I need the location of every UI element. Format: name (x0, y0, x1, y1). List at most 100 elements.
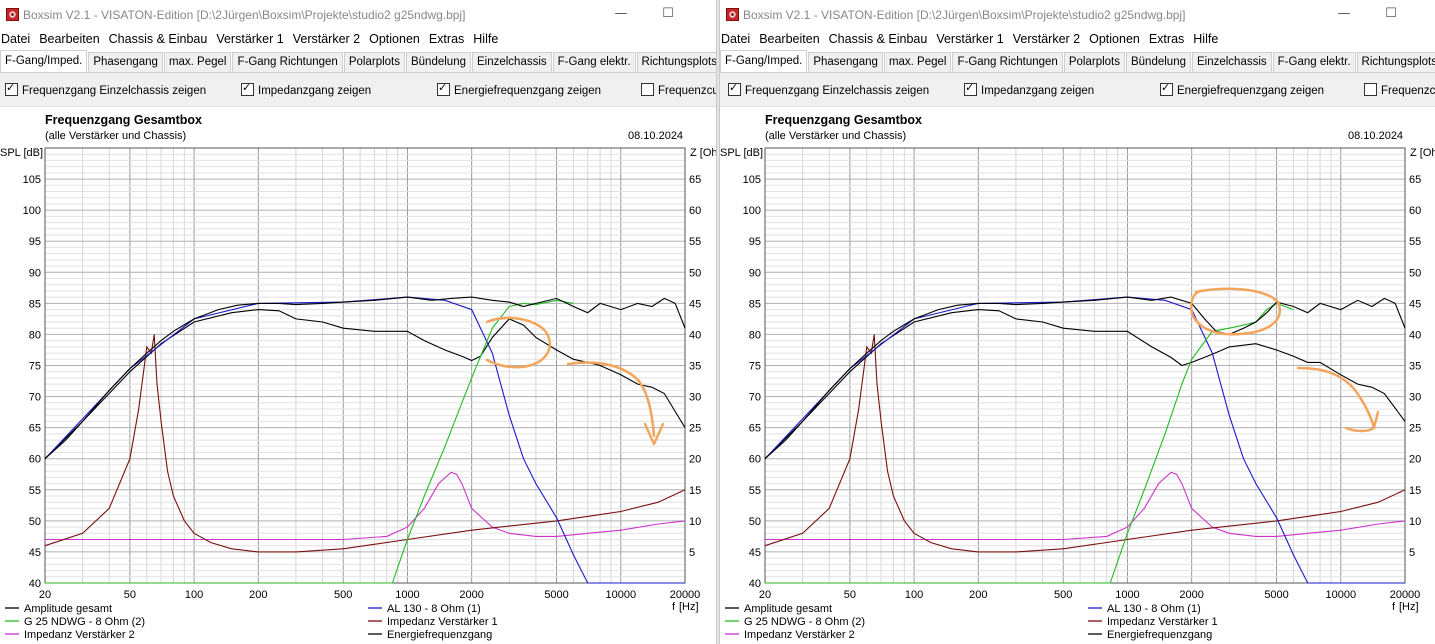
option-label: Frequenzcu (658, 85, 716, 97)
tab-richtungsplots[interactable]: Richtungsplots (1356, 52, 1435, 72)
menu-optionen[interactable]: Optionen (369, 32, 420, 46)
menu-bearbeiten[interactable]: Bearbeiten (39, 32, 100, 46)
x-tick-label: 500 (1054, 589, 1072, 601)
frequency-response-chart: Frequenzgang Gesamtbox (alle Verstärker u… (720, 113, 1435, 641)
y-tick-label: 80 (749, 329, 761, 341)
x-tick-label: 2000 (459, 589, 483, 601)
option-energie[interactable]: ✓ Energiefrequenzgang zeigen (1160, 82, 1324, 97)
menu-verstaerker-2[interactable]: Verstärker 2 (1012, 32, 1081, 46)
y2-tick-label: 60 (689, 205, 701, 217)
y-tick-label: 90 (29, 267, 41, 279)
y-tick-label: 85 (749, 298, 761, 310)
y2-tick-label: 50 (1409, 267, 1421, 279)
series-impedanz-verst-rker-1 (764, 334, 1406, 553)
y2-tick-label: 15 (689, 485, 701, 497)
menu-verstaerker-2[interactable]: Verstärker 2 (292, 32, 361, 46)
legend-label: Amplitude gesamt (744, 603, 832, 615)
menu-chassis-einbau[interactable]: Chassis & Einbau (828, 32, 928, 46)
y-tick-label: 55 (29, 485, 41, 497)
chart-subtitle: (alle Verstärker und Chassis) (765, 130, 906, 142)
y-tick-label: 45 (29, 547, 41, 559)
y2-tick-label: 45 (689, 298, 701, 310)
tab-phasengang[interactable]: Phasengang (88, 52, 163, 72)
tab-polarplots[interactable]: Polarplots (1063, 52, 1125, 72)
menu-bearbeiten[interactable]: Bearbeiten (759, 32, 820, 46)
checkbox-energie[interactable]: ✓ (1160, 82, 1173, 96)
x-tick-label: 200 (249, 589, 267, 601)
tab-fgang-imped[interactable]: F-Gang/Imped. (0, 50, 88, 72)
option-frequenzcu[interactable]: Frequenzcu (1364, 83, 1435, 97)
series-g-25-ndwg-8-ohm-2- (45, 299, 574, 584)
window-title: Boxsim V2.1 - VISATON-Edition [D:\2Jürge… (743, 8, 1186, 22)
annotation-arrow (1296, 366, 1380, 433)
checkbox-frequenzcu[interactable] (641, 83, 654, 96)
y-tick-label: 55 (749, 485, 761, 497)
option-einzelchassis[interactable]: ✓ Frequenzgang Einzelchassis zeigen (5, 82, 206, 97)
tab-bar: F-Gang/Imped. Phasengang max. Pegel F-Gang … (0, 50, 716, 73)
legend-label: Amplitude gesamt (24, 603, 112, 615)
tab-fgang-elektr[interactable]: F-Gang elektr. (1272, 52, 1356, 72)
tab-max-pegel[interactable]: max. Pegel (883, 52, 952, 72)
chart-subtitle: (alle Verstärker und Chassis) (45, 130, 186, 142)
minimize-button[interactable]: — (614, 6, 628, 21)
tab-richtungsplots[interactable]: Richtungsplots (636, 52, 716, 72)
menu-bar: Datei Bearbeiten Chassis & Einbau Verstärke… (0, 30, 716, 50)
menu-bar: Datei Bearbeiten Chassis & Einbau Verstärke… (720, 30, 1435, 50)
y2-tick-label: 50 (689, 267, 701, 279)
tab-polarplots[interactable]: Polarplots (343, 52, 405, 72)
maximize-button[interactable]: ☐ (1385, 6, 1397, 21)
option-impedanz[interactable]: ✓ Impedanzgang zeigen (964, 82, 1094, 97)
maximize-button[interactable]: ☐ (662, 6, 674, 21)
menu-optionen[interactable]: Optionen (1089, 32, 1140, 46)
y2-tick-label: 40 (1409, 329, 1421, 341)
checkbox-impedanz[interactable]: ✓ (964, 82, 977, 96)
series-amplitude-gesamt (44, 296, 686, 460)
tab-fgang-richtungen[interactable]: F-Gang Richtungen (232, 52, 343, 72)
option-frequenzcu[interactable]: Frequenzcu (641, 83, 716, 97)
tab-fgang-elektr[interactable]: F-Gang elektr. (552, 52, 636, 72)
frequency-response-chart: Frequenzgang Gesamtbox (alle Verstärker u… (0, 113, 716, 641)
tab-bar: F-Gang/Imped. Phasengang max. Pegel F-Gang … (720, 50, 1435, 73)
tab-fgang-richtungen[interactable]: F-Gang Richtungen (952, 52, 1063, 72)
checkbox-frequenzcu[interactable] (1364, 83, 1377, 96)
menu-hilfe[interactable]: Hilfe (1193, 32, 1219, 46)
menu-verstaerker-1[interactable]: Verstärker 1 (216, 32, 284, 46)
tab-einzelchassis[interactable]: Einzelchassis (471, 52, 552, 72)
tab-fgang-imped[interactable]: F-Gang/Imped. (720, 50, 808, 72)
menu-chassis-einbau[interactable]: Chassis & Einbau (108, 32, 208, 46)
y-tick-label: 95 (29, 236, 41, 248)
checkbox-einzelchassis[interactable]: ✓ (728, 82, 741, 96)
option-energie[interactable]: ✓ Energiefrequenzgang zeigen (437, 82, 601, 97)
menu-datei[interactable]: Datei (1, 32, 31, 46)
menu-extras[interactable]: Extras (428, 32, 465, 46)
title-bar[interactable]: Boxsim V2.1 - VISATON-Edition [D:\2Jürge… (0, 0, 716, 29)
option-einzelchassis[interactable]: ✓ Frequenzgang Einzelchassis zeigen (728, 82, 929, 97)
x-tick-label: 50 (844, 589, 856, 601)
title-bar[interactable]: Boxsim V2.1 - VISATON-Edition [D:\2Jürge… (720, 0, 1435, 29)
x-tick-label: 50 (124, 589, 136, 601)
y-tick-label: 60 (749, 454, 761, 466)
tab-buendelung[interactable]: Bündelung (405, 52, 471, 72)
series-energiefrequenzgang (44, 309, 686, 460)
option-impedanz[interactable]: ✓ Impedanzgang zeigen (241, 82, 371, 97)
y2-tick-label: 45 (1409, 298, 1421, 310)
minimize-button[interactable]: — (1337, 6, 1351, 21)
annotation-circle (485, 316, 552, 369)
series-energiefrequenzgang (764, 309, 1406, 460)
legend-label: G 25 NDWG - 8 Ohm (2) (744, 616, 865, 628)
checkbox-energie[interactable]: ✓ (437, 82, 450, 96)
menu-hilfe[interactable]: Hilfe (473, 32, 499, 46)
series-amplitude-gesamt (764, 296, 1406, 460)
checkbox-impedanz[interactable]: ✓ (241, 82, 254, 96)
boxsim-app-icon (6, 8, 19, 21)
menu-extras[interactable]: Extras (1148, 32, 1185, 46)
menu-datei[interactable]: Datei (721, 32, 751, 46)
menu-verstaerker-1[interactable]: Verstärker 1 (936, 32, 1004, 46)
y2-tick-label: 5 (689, 547, 695, 559)
tab-max-pegel[interactable]: max. Pegel (163, 52, 232, 72)
y2-tick-label: 25 (689, 423, 701, 435)
tab-einzelchassis[interactable]: Einzelchassis (1191, 52, 1272, 72)
tab-buendelung[interactable]: Bündelung (1125, 52, 1191, 72)
checkbox-einzelchassis[interactable]: ✓ (5, 82, 18, 96)
tab-phasengang[interactable]: Phasengang (808, 52, 883, 72)
